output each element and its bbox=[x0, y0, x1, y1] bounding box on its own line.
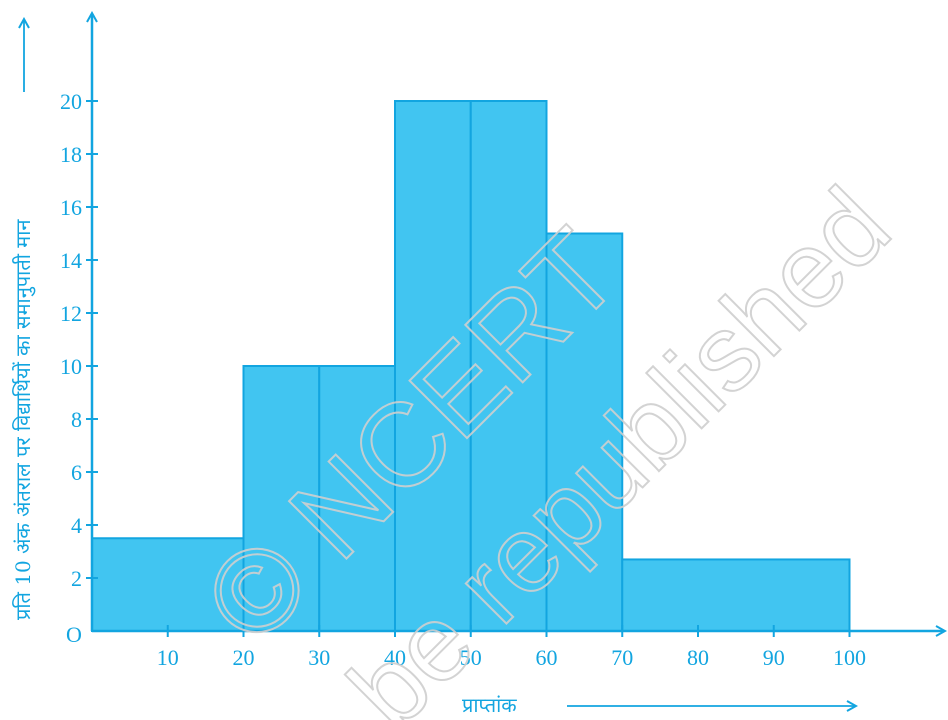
histogram-bar-70-100 bbox=[621, 558, 851, 633]
x-tick-label-50: 50 bbox=[460, 645, 482, 670]
axes-group bbox=[92, 14, 944, 631]
y-axis-label: प्रति 10 अंक अंतराल पर विद्यार्थियों का … bbox=[11, 219, 36, 620]
histogram-bar-30-40 bbox=[318, 365, 396, 632]
y-tick-label-20: 20 bbox=[60, 89, 82, 114]
x-tick-label-60: 60 bbox=[536, 645, 558, 670]
histogram-bar-20-30 bbox=[242, 365, 321, 632]
x-tick-label-100: 100 bbox=[833, 645, 866, 670]
x-tick-label-40: 40 bbox=[384, 645, 406, 670]
x-tick-label-70: 70 bbox=[611, 645, 633, 670]
ticks-group: 10 20 30 40 50 60 70 80 90 100 2 4 6 8 10 12 14 16 18 20 bbox=[60, 89, 866, 670]
x-tick-label-20: 20 bbox=[233, 645, 255, 670]
x-tick-label-30: 30 bbox=[308, 645, 330, 670]
y-tick-label-6: 6 bbox=[71, 460, 82, 485]
x-tick-label-80: 80 bbox=[687, 645, 709, 670]
y-tick-label-8: 8 bbox=[71, 407, 82, 432]
histogram-bar-40-50 bbox=[394, 100, 472, 632]
histogram-bar-60-70 bbox=[545, 232, 624, 632]
y-tick-label-4: 4 bbox=[71, 513, 82, 538]
y-tick-label-12: 12 bbox=[60, 301, 82, 326]
x-tick-label-90: 90 bbox=[763, 645, 785, 670]
x-tick-label-10: 10 bbox=[157, 645, 179, 670]
y-tick-label-16: 16 bbox=[60, 195, 82, 220]
y-tick-label-18: 18 bbox=[60, 142, 82, 167]
y-tick-label-14: 14 bbox=[60, 248, 82, 273]
x-axis-label: प्राप्तांक bbox=[462, 693, 517, 717]
origin-label: O bbox=[66, 622, 82, 647]
y-tick-label-2: 2 bbox=[71, 566, 82, 591]
histogram-bar-0-20 bbox=[91, 537, 245, 632]
bars-group bbox=[91, 100, 851, 633]
y-tick-label-10: 10 bbox=[60, 354, 82, 379]
